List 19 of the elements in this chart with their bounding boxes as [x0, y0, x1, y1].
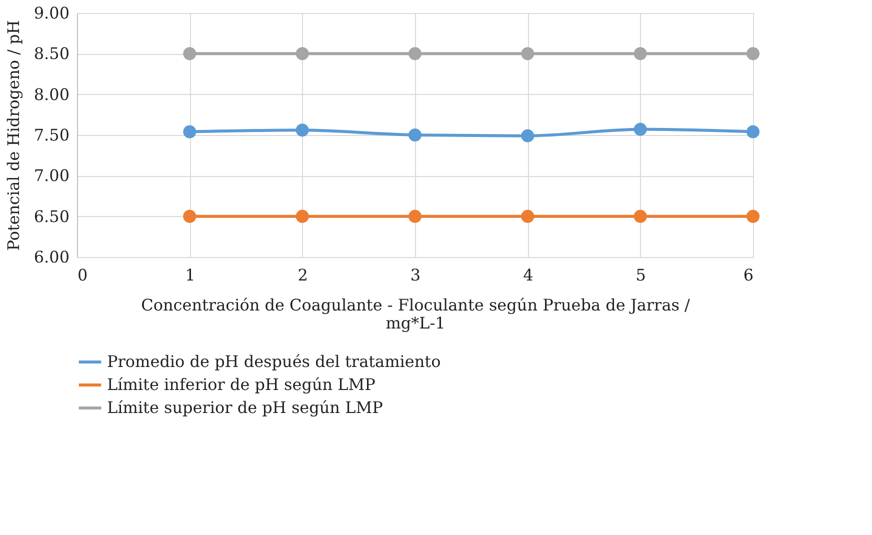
y-tick-label: 7.50 — [34, 126, 70, 144]
x-axis-title: Concentración de Coagulante - Floculante según Prueba de Jarras / mg*L-1 — [141, 296, 691, 332]
x-tick-label: 5 — [636, 266, 646, 284]
x-tick-label: 2 — [298, 266, 308, 284]
y-tick-label: 6.50 — [34, 206, 70, 226]
legend-label: Promedio de pH después del tratamiento — [107, 352, 441, 371]
x-tick-label: 4 — [523, 266, 534, 284]
legend-label: Límite superior de pH según LMP — [107, 398, 384, 417]
y-tick-label: 7.00 — [34, 166, 70, 186]
x-tick-label: 0 — [78, 266, 88, 284]
y-axis-title: Potencial de Hidrogeno / pH — [4, 20, 23, 251]
x-tick-label: 1 — [185, 266, 196, 284]
y-tick-label: 8.00 — [34, 84, 70, 104]
x-tick-label: 3 — [410, 266, 421, 284]
y-tick-label: 6.00 — [34, 248, 70, 266]
y-tick-label: 9.00 — [34, 4, 70, 22]
x-tick-label: 6 — [743, 266, 754, 284]
y-tick-label: 8.50 — [34, 44, 70, 64]
legend-label: Límite inferior de pH según LMP — [107, 375, 376, 394]
